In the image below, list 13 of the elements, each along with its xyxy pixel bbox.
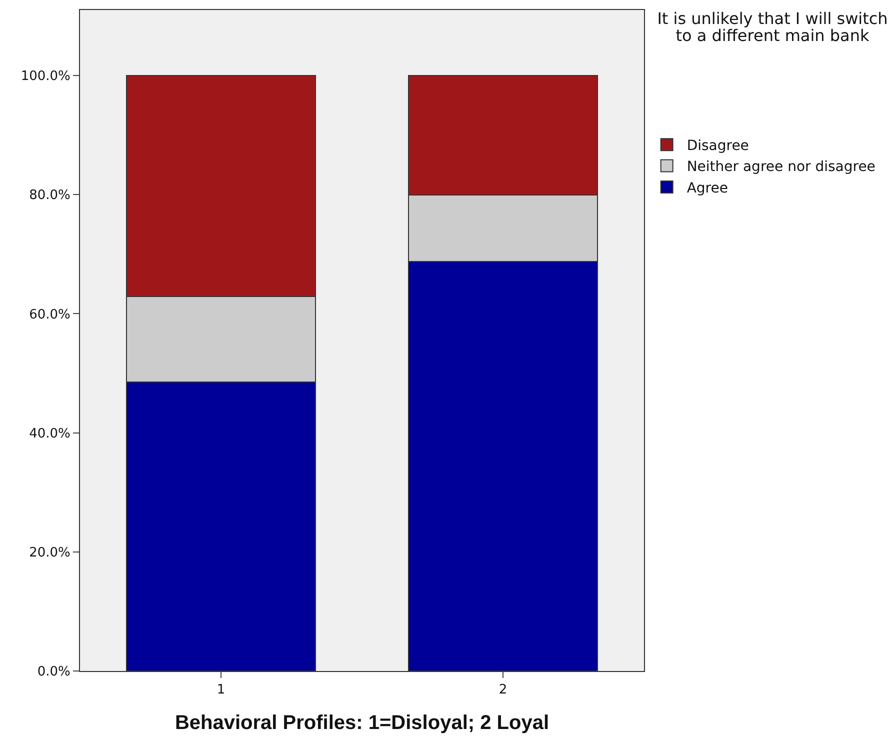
legend-title: It is unlikely that I will switch to a different main bank [656,9,889,45]
x-axis-title: Behavioral Profiles: 1=Disloyal; 2 Loyal [174,712,550,734]
legend-label: Neither agree nor disagree [686,159,876,176]
x-tick-label: 2 [498,682,508,698]
y-tick-label: 20.0% [29,545,70,560]
y-tick-label: 80.0% [29,188,70,204]
x-tick-label: 1 [216,682,226,698]
y-tick-label: 40.0% [29,426,70,442]
y-tick-label: 100.0% [20,69,70,84]
legend-label: Agree [686,180,728,196]
y-tick-label: 0.0% [37,664,70,680]
legend-label: Disagree [686,138,749,154]
y-tick-label: 60.0% [29,307,70,322]
